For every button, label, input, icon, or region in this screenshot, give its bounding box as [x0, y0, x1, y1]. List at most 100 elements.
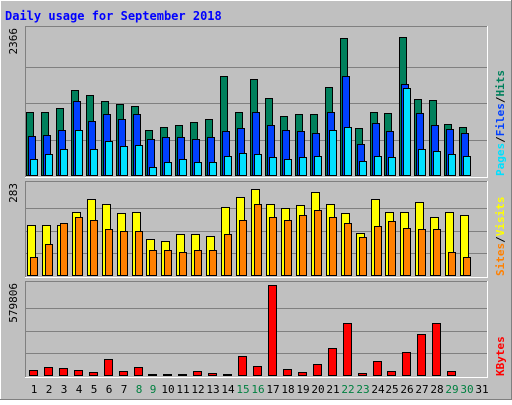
bar-pages-day-30 — [463, 156, 471, 176]
bar-kbytes-day-24 — [373, 361, 382, 376]
bar-pages-day-27 — [418, 149, 426, 176]
bar-sites-day-19 — [299, 215, 307, 276]
bar-kbytes-day-21 — [328, 348, 337, 376]
bar-pages-day-24 — [374, 156, 382, 176]
chart-title: Daily usage for September 2018 — [5, 9, 222, 23]
bar-sites-day-27 — [418, 229, 426, 276]
day-label: 6 — [106, 383, 113, 396]
bar-kbytes-day-27 — [417, 334, 426, 376]
day-label: 21 — [326, 383, 339, 396]
bar-pages-day-13 — [209, 162, 217, 176]
y-max-label: 2366 — [7, 28, 20, 55]
bar-sites-day-13 — [209, 250, 217, 276]
bar-sites-day-7 — [120, 231, 128, 276]
bar-pages-day-23 — [359, 161, 367, 176]
day-label: 22 — [341, 383, 354, 396]
bar-pages-day-17 — [269, 157, 277, 176]
bar-pages-day-9 — [149, 167, 157, 176]
bar-sites-day-29 — [448, 252, 456, 276]
legend-visits: Visits — [494, 197, 507, 237]
day-label: 26 — [400, 383, 413, 396]
bar-kbytes-day-26 — [402, 352, 411, 376]
bar-pages-day-26 — [403, 88, 411, 176]
bar-pages-day-10 — [164, 162, 172, 176]
legend-separator: / — [494, 236, 507, 243]
day-label: 23 — [356, 383, 369, 396]
day-label: 30 — [460, 383, 473, 396]
right-legend: Sites/Visits — [494, 197, 507, 277]
day-label: 27 — [415, 383, 428, 396]
bar-pages-day-5 — [90, 149, 98, 176]
bar-pages-day-1 — [30, 159, 38, 176]
legend-separator: / — [494, 96, 507, 103]
y-max-label: 579806 — [7, 283, 20, 323]
bar-pages-day-28 — [433, 151, 441, 176]
day-label: 11 — [176, 383, 189, 396]
bar-pages-day-14 — [224, 156, 232, 176]
day-label: 7 — [121, 383, 128, 396]
bar-pages-day-2 — [45, 154, 53, 176]
legend-separator: / — [494, 136, 507, 143]
bar-pages-day-25 — [388, 157, 396, 176]
bar-sites-day-14 — [224, 234, 232, 276]
visits-sites-panel: 283 Sites/Visits — [7, 181, 507, 278]
bar-kbytes-day-18 — [283, 369, 292, 376]
day-label: 3 — [61, 383, 68, 396]
bar-kbytes-day-16 — [253, 366, 262, 376]
day-label: 2 — [46, 383, 53, 396]
day-label: 24 — [371, 383, 385, 396]
bar-kbytes-day-8 — [134, 367, 143, 376]
bar-sites-day-4 — [75, 217, 83, 276]
bar-sites-day-20 — [314, 210, 322, 276]
day-axis: 1 2 3 4 5 6 7 8 9 10 11 12 13 14 15 16 17 18 19 20 21 22 23 24 2… — [31, 383, 489, 396]
day-label: 1 — [31, 383, 38, 396]
day-label: 10 — [161, 383, 174, 396]
bar-pages-day-7 — [120, 146, 128, 176]
bar-pages-day-21 — [329, 130, 337, 176]
bar-sites-day-25 — [388, 221, 396, 276]
bar-kbytes-day-10 — [163, 374, 172, 376]
bar-kbytes-day-1 — [29, 370, 38, 376]
day-label: 8 — [136, 383, 143, 396]
bar-pages-day-6 — [105, 141, 113, 176]
day-label: 20 — [311, 383, 324, 396]
kbytes-panel: 579806 KBytes — [7, 281, 507, 378]
bar-sites-day-1 — [30, 257, 38, 276]
day-label: 19 — [296, 383, 309, 396]
legend-pages: Pages — [494, 143, 507, 176]
day-label: 25 — [385, 383, 398, 396]
bar-sites-day-26 — [403, 228, 411, 276]
right-legend: Pages/Files/Hits — [494, 70, 507, 176]
bar-sites-day-2 — [45, 244, 53, 276]
day-label: 28 — [430, 383, 443, 396]
bar-kbytes-day-12 — [193, 371, 202, 376]
bar-kbytes-day-23 — [358, 373, 367, 376]
bar-pages-day-19 — [299, 157, 307, 176]
day-label: 18 — [281, 383, 294, 396]
bar-kbytes-day-19 — [298, 372, 307, 376]
bar-kbytes-day-28 — [432, 323, 441, 376]
bar-pages-day-8 — [135, 145, 143, 176]
bar-pages-day-20 — [314, 156, 322, 176]
day-label: 14 — [221, 383, 235, 396]
bar-sites-day-22 — [344, 223, 352, 276]
bar-sites-day-3 — [60, 223, 68, 276]
day-label: 15 — [236, 383, 249, 396]
bar-pages-day-4 — [75, 130, 83, 176]
bar-sites-day-10 — [164, 250, 172, 276]
bar-sites-day-15 — [239, 220, 247, 276]
bar-kbytes-day-11 — [178, 374, 187, 376]
bar-kbytes-day-5 — [89, 372, 98, 376]
bar-kbytes-day-9 — [148, 374, 157, 376]
bar-kbytes-day-3 — [59, 368, 68, 376]
day-label: 13 — [206, 383, 219, 396]
hits-files-pages-panel: 2366 Pages/Files/Hits — [7, 26, 507, 178]
bar-kbytes-day-17 — [268, 285, 277, 376]
bar-kbytes-day-25 — [387, 371, 396, 376]
day-label: 5 — [91, 383, 98, 396]
bar-sites-day-30 — [463, 257, 471, 276]
bar-sites-day-9 — [149, 250, 157, 276]
bar-sites-day-5 — [90, 220, 98, 276]
